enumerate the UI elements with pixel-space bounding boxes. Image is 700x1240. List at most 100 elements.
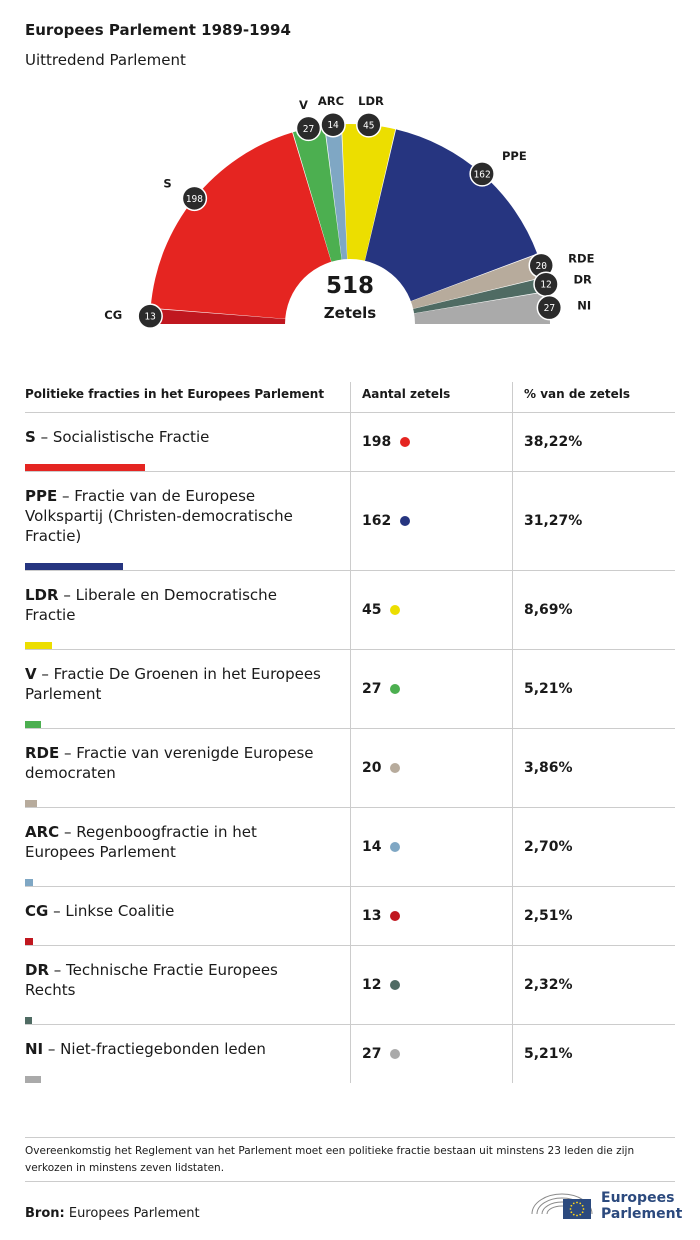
color-dot <box>390 763 401 773</box>
seats-value: 27 <box>362 681 382 697</box>
wedge-ni <box>411 291 550 324</box>
seat-count-cg: 13 <box>144 312 155 323</box>
group-full-name: – Fractie van verenigde Europese democra… <box>25 744 314 782</box>
group-cell: NI – Niet-fractiegebonden leden <box>25 1025 350 1083</box>
share-bar <box>25 642 53 649</box>
header-groups: Politieke fracties in het Europees Parle… <box>25 387 325 401</box>
percentage-cell: 8,69% <box>512 571 675 649</box>
wedge-dr <box>410 277 548 314</box>
seats-cell: 27 <box>350 650 512 728</box>
color-dot <box>390 1049 401 1059</box>
table-row: ARC – Regenboogfractie in het Europees P… <box>25 808 675 887</box>
table-header: Politieke fracties in het Europees Parle… <box>25 382 675 413</box>
wedge-ppe <box>364 129 538 303</box>
source-value: Europees Parlement <box>64 1206 200 1221</box>
seats-cell: 27 <box>350 1025 512 1083</box>
logo-text: Europees Parlement <box>601 1190 682 1222</box>
group-full-name: – Niet-fractiegebonden leden <box>43 1040 266 1058</box>
group-label-arc: ARC <box>318 94 344 108</box>
group-name: RDE – Fractie van verenigde Europese dem… <box>25 743 350 783</box>
percentage-cell: 2,51% <box>512 887 675 945</box>
percentage-cell: 2,70% <box>512 808 675 886</box>
seats-cell: 20 <box>350 729 512 807</box>
wedge-s <box>150 132 333 319</box>
seat-count-badge-ppe <box>469 161 495 187</box>
groups-table: Politieke fracties in het Europees Parle… <box>25 382 675 1083</box>
seats-cell: 198 <box>350 413 512 471</box>
group-name: PPE – Fractie van de Europese Volksparti… <box>25 486 350 546</box>
group-label-rde: RDE <box>568 251 594 265</box>
color-dot <box>400 437 411 447</box>
color-dot <box>390 842 401 852</box>
seats-value: 13 <box>362 908 382 924</box>
seat-count-badge-ni <box>536 294 563 321</box>
seat-count-dr: 12 <box>540 280 551 291</box>
group-cell: V – Fractie De Groenen in het Europees P… <box>25 650 350 728</box>
group-abbr: V <box>25 665 37 683</box>
seat-count-arc: 14 <box>327 120 339 131</box>
percentage-value: 31,27% <box>524 513 583 529</box>
inner-hole <box>285 259 415 354</box>
chart-subtitle: Uittredend Parlement <box>25 51 186 69</box>
group-full-name: – Fractie van de Europese Volkspartij (C… <box>25 487 293 545</box>
group-label-v: V <box>299 98 308 112</box>
seats-cell: 45 <box>350 571 512 649</box>
seats-cell: 12 <box>350 946 512 1024</box>
group-name: DR – Technische Fractie Europees Rechts <box>25 960 350 1000</box>
percentage-value: 5,21% <box>524 1046 573 1062</box>
wedge-arc <box>324 124 348 263</box>
table-row: DR – Technische Fractie Europees Rechts 1… <box>25 946 675 1025</box>
parliament-logo <box>531 1193 593 1219</box>
seats-value: 162 <box>362 513 392 529</box>
group-name: CG – Linkse Coalitie <box>25 901 350 921</box>
table-row: S – Socialistische Fractie 198 38,22% <box>25 413 675 472</box>
wedge-rde <box>408 254 545 310</box>
color-dot <box>390 684 401 694</box>
total-seats-value: 518 <box>326 273 374 299</box>
total-seats-label: Zetels <box>324 304 377 322</box>
share-bar <box>25 1076 42 1083</box>
table-row: V – Fractie De Groenen in het Europees P… <box>25 650 675 729</box>
group-abbr: NI <box>25 1040 44 1058</box>
group-cell: DR – Technische Fractie Europees Rechts <box>25 946 350 1024</box>
hemicycle-chart: 13 CG 198 S 27 V 14 ARC 45 LDR 162 PPE 20 RDE 12 DR 27 NI… <box>104 94 595 354</box>
group-abbr: DR <box>25 961 50 979</box>
group-name: NI – Niet-fractiegebonden leden <box>25 1039 350 1059</box>
group-label-dr: DR <box>574 272 593 286</box>
header-seats: Aantal zetels <box>350 382 512 412</box>
seat-count-s: 198 <box>186 194 203 205</box>
group-name: ARC – Regenboogfractie in het Europees P… <box>25 822 350 862</box>
footnote: Overeenkomstig het Reglement van het Par… <box>25 1137 675 1182</box>
seat-count-badge-arc <box>320 111 346 138</box>
wedge-cg <box>150 308 289 324</box>
group-full-name: – Regenboogfractie in het Europees Parle… <box>25 823 257 861</box>
logo-line-2: Parlement <box>601 1206 683 1222</box>
group-cell: RDE – Fractie van verenigde Europese dem… <box>25 729 350 807</box>
source-line: Bron: Europees Parlement <box>25 1206 200 1221</box>
percentage-value: 2,51% <box>524 908 573 924</box>
share-bar <box>25 879 34 886</box>
percentage-value: 5,21% <box>524 681 573 697</box>
group-abbr: S <box>25 428 36 446</box>
percentage-cell: 5,21% <box>512 1025 675 1083</box>
logo-line-1: Europees <box>601 1190 675 1206</box>
wedge-v <box>292 125 343 265</box>
eu-flag-icon <box>563 1199 591 1219</box>
seat-count-ldr: 45 <box>363 120 374 131</box>
group-name: S – Socialistische Fractie <box>25 427 350 447</box>
percentage-cell: 5,21% <box>512 650 675 728</box>
seats-cell: 14 <box>350 808 512 886</box>
table-row: NI – Niet-fractiegebonden leden 27 5,21% <box>25 1025 675 1083</box>
color-dot <box>390 980 401 990</box>
table-row: RDE – Fractie van verenigde Europese dem… <box>25 729 675 808</box>
group-cell: S – Socialistische Fractie <box>25 413 350 471</box>
group-cell: CG – Linkse Coalitie <box>25 887 350 945</box>
seat-count-ppe: 162 <box>474 169 491 180</box>
share-bar <box>25 721 42 728</box>
seat-count-badge-s <box>181 185 208 212</box>
table-row: PPE – Fractie van de Europese Volksparti… <box>25 472 675 571</box>
group-full-name: – Fractie De Groenen in het Europees Par… <box>25 665 321 703</box>
group-cell: ARC – Regenboogfractie in het Europees P… <box>25 808 350 886</box>
source-label: Bron: <box>25 1206 65 1221</box>
seats-value: 27 <box>362 1046 382 1062</box>
